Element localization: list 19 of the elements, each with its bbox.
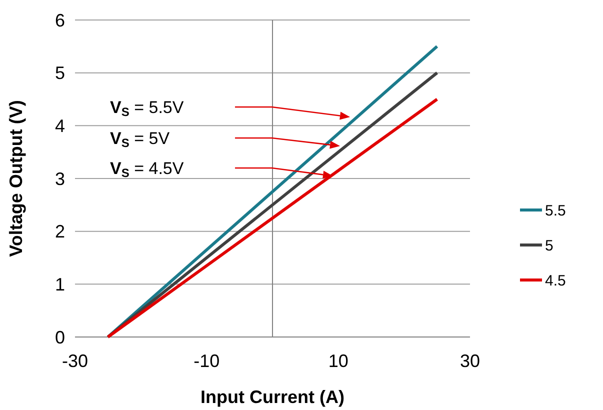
x-tick-label: 10	[328, 351, 348, 371]
x-tick-label: -30	[62, 351, 88, 371]
annotation: V$_{S}$ = 4.5V	[110, 159, 184, 180]
y-tick-label: 5	[54, 63, 65, 84]
legend-label: 5.5	[545, 202, 566, 220]
annotation: V$_{S}$ = 5.5V	[110, 98, 184, 119]
y-tick-label: 6	[54, 10, 65, 30]
legend-label: 4.5	[545, 272, 566, 290]
y-tick-label: 3	[54, 168, 65, 189]
y-tick-label: 2	[54, 222, 65, 242]
y-axis-title: Voltage Output (V)	[6, 100, 26, 257]
x-tick-label: -10	[194, 351, 220, 371]
legend-label: 5	[545, 237, 554, 254]
y-tick-label: 1	[54, 274, 65, 294]
y-tick-label: 0	[54, 327, 65, 348]
x-tick-label: 30	[460, 351, 480, 371]
x-axis-title: Input Current (A)	[200, 387, 344, 407]
y-tick-label: 4	[54, 116, 65, 136]
annotation: V$_{S}$ = 5V	[110, 129, 170, 150]
